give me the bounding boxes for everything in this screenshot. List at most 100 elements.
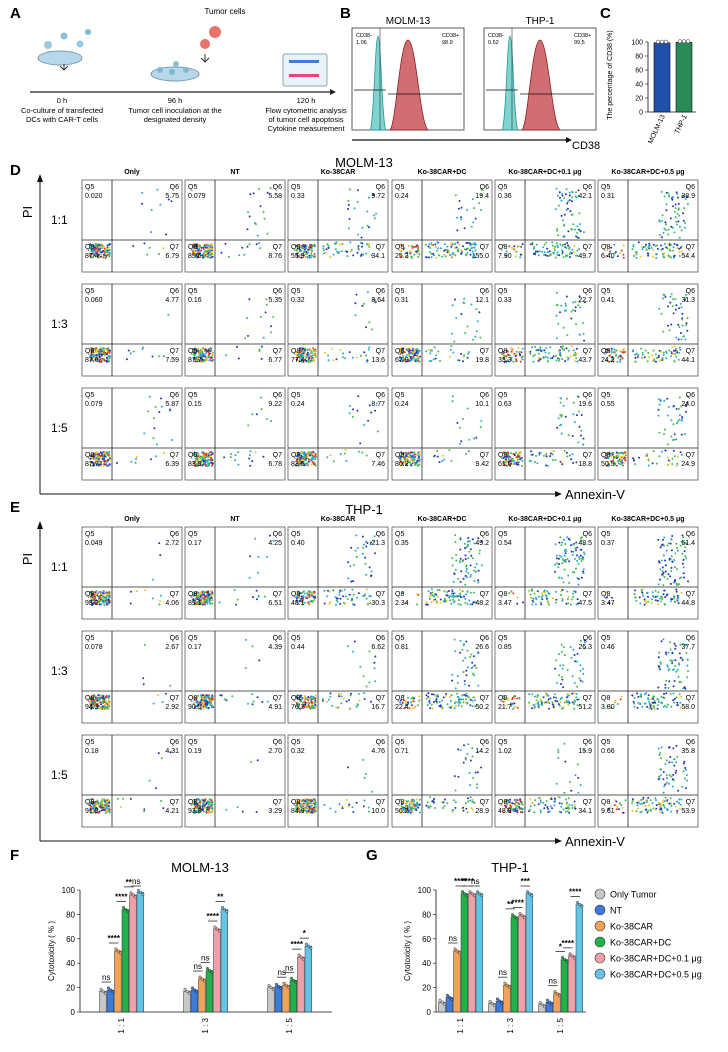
event-dot (467, 557, 470, 560)
annexin-axis-arrowhead (555, 491, 562, 497)
q5-value: 0.33 (291, 193, 305, 200)
event-dot (669, 648, 672, 651)
event-dot (153, 427, 156, 430)
event-dot (555, 187, 558, 190)
event-dot (539, 451, 542, 454)
event-dot (442, 454, 444, 457)
event-dot (407, 452, 410, 455)
event-dot (656, 247, 659, 250)
event-dot (418, 451, 421, 454)
event-dot (548, 250, 551, 253)
event-dot (560, 676, 563, 678)
q7-value: 7.59 (165, 357, 179, 364)
event-dot (142, 346, 145, 349)
event-dot (671, 560, 674, 563)
event-dot (545, 453, 548, 456)
event-dot (458, 200, 461, 202)
event-dot (362, 302, 365, 305)
event-dot (633, 705, 636, 708)
column-header: Only (124, 169, 140, 176)
neg-gate-label: CD38- (488, 33, 504, 39)
q8-value: 21.7 (498, 704, 512, 711)
event-dot (303, 349, 306, 352)
event-dot (329, 692, 332, 695)
event-dot (433, 701, 435, 703)
event-dot (660, 702, 663, 705)
event-dot (657, 398, 660, 401)
event-dot (682, 335, 685, 338)
event-dot (655, 257, 658, 259)
event-dot (459, 596, 462, 598)
event-dot (259, 316, 262, 318)
q6-label: Q6 (376, 531, 385, 538)
event-dot (622, 256, 625, 259)
event-dot (516, 706, 519, 709)
event-dot (418, 698, 421, 701)
event-dot (304, 347, 306, 350)
event-dot (561, 192, 563, 195)
timeline-time-label: 96 h (168, 96, 183, 105)
event-dot (339, 693, 342, 696)
event-dot (564, 548, 567, 551)
event-dot (441, 460, 444, 463)
event-dot (206, 356, 208, 359)
q5-value: 0.35 (395, 540, 409, 547)
event-dot (580, 414, 583, 416)
event-dot (141, 348, 144, 351)
event-dot (675, 336, 678, 339)
event-dot (224, 242, 227, 245)
event-dot (679, 332, 682, 334)
event-dot (653, 358, 656, 361)
event-dot (353, 207, 356, 210)
event-dot (537, 254, 540, 257)
event-dot (645, 692, 648, 695)
event-dot (669, 582, 672, 585)
event-dot (205, 595, 208, 598)
event-dot (662, 593, 665, 596)
event-dot (302, 247, 304, 250)
event-dot (575, 696, 578, 699)
event-dot (207, 596, 210, 599)
event-dot (249, 555, 252, 558)
event-dot (462, 360, 464, 363)
event-dot (645, 248, 648, 251)
event-dot (469, 591, 472, 594)
event-dot (558, 557, 560, 560)
event-dot (434, 357, 437, 360)
event-dot (566, 590, 569, 593)
event-dot (201, 254, 204, 257)
event-dot (441, 706, 444, 709)
event-dot (515, 451, 517, 454)
event-dot (683, 433, 686, 435)
event-dot (680, 229, 683, 232)
event-dot (450, 592, 453, 595)
event-dot (313, 599, 316, 601)
event-dot (647, 356, 650, 359)
event-dot (655, 357, 658, 359)
event-dot (457, 250, 460, 253)
event-dot (676, 596, 679, 599)
event-dot (609, 252, 612, 255)
event-dot (148, 246, 151, 249)
event-dot (614, 252, 616, 255)
event-dot (672, 349, 675, 352)
event-dot (573, 571, 576, 574)
event-dot (650, 705, 653, 708)
event-dot (95, 697, 98, 700)
event-dot (449, 700, 452, 702)
event-dot (681, 562, 684, 565)
event-dot (561, 678, 564, 681)
event-dot (678, 693, 681, 696)
event-dot (466, 252, 469, 255)
event-dot (558, 674, 561, 677)
event-dot (359, 442, 362, 445)
q7-label: Q7 (273, 591, 282, 598)
event-dot (664, 221, 667, 224)
event-dot (576, 414, 578, 417)
q8-label: Q8 (291, 452, 300, 459)
event-dot (451, 673, 454, 676)
event-dot (549, 357, 552, 360)
event-dot (637, 241, 640, 244)
event-dot (206, 350, 209, 353)
